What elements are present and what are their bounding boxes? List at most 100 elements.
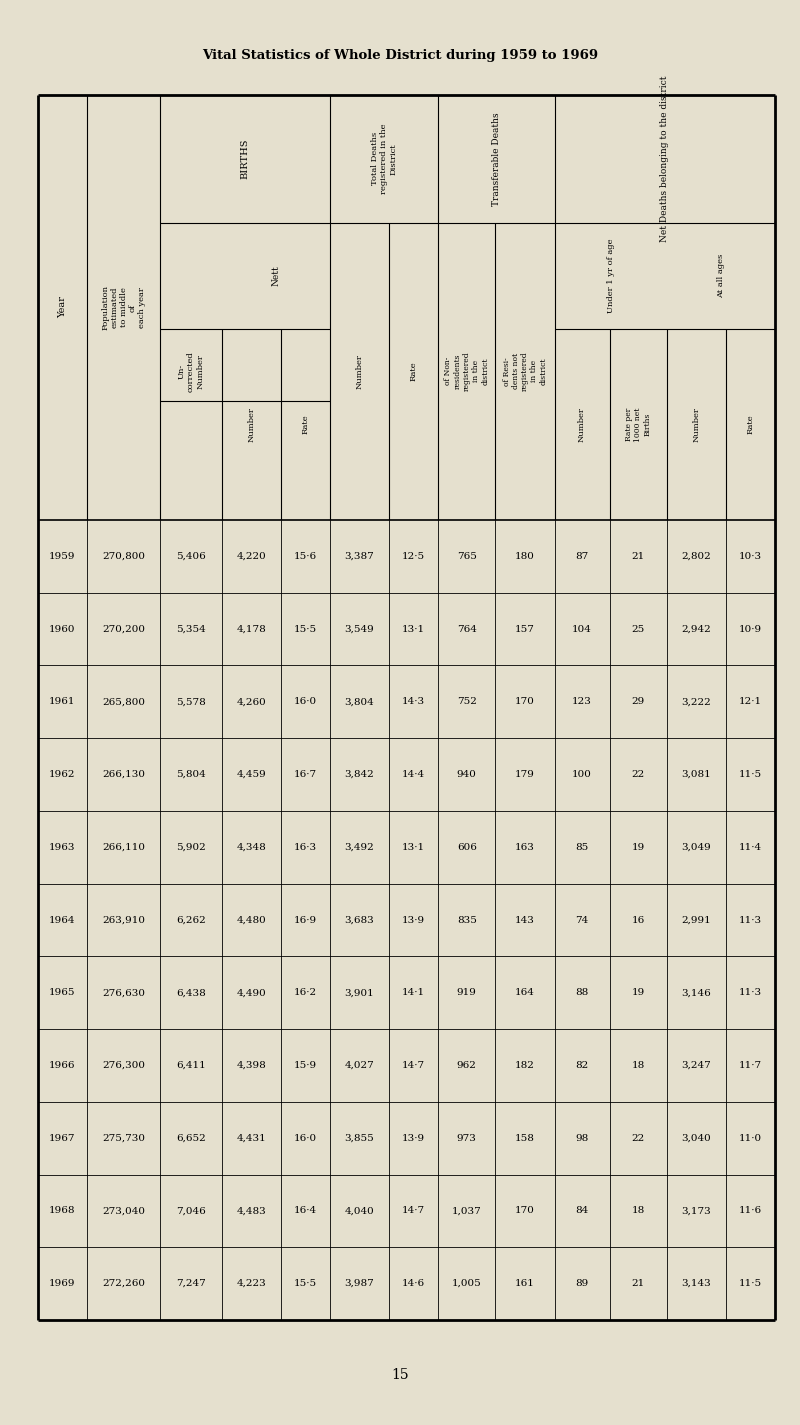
Text: 3,222: 3,222 (682, 697, 711, 707)
Text: 4,027: 4,027 (345, 1062, 374, 1070)
Text: 11·5: 11·5 (739, 1280, 762, 1288)
Text: 3,040: 3,040 (682, 1134, 711, 1143)
Text: 161: 161 (515, 1280, 535, 1288)
Text: Population
estimated
to middle
of
each year: Population estimated to middle of each y… (102, 285, 146, 331)
Text: 12·5: 12·5 (402, 551, 426, 561)
Text: 276,300: 276,300 (102, 1062, 146, 1070)
Text: Number: Number (247, 408, 255, 442)
Text: 1,005: 1,005 (452, 1280, 482, 1288)
Text: 4,040: 4,040 (345, 1207, 374, 1216)
Text: 11·3: 11·3 (739, 915, 762, 925)
Text: 2,991: 2,991 (682, 915, 711, 925)
Text: 179: 179 (515, 770, 535, 779)
Text: of Resi-
dents not
registered
in the
district: of Resi- dents not registered in the dis… (502, 352, 547, 390)
Text: 6,411: 6,411 (176, 1062, 206, 1070)
Text: 12·1: 12·1 (739, 697, 762, 707)
Text: 15·9: 15·9 (294, 1062, 317, 1070)
Text: 13·9: 13·9 (402, 915, 426, 925)
Text: 962: 962 (457, 1062, 477, 1070)
Text: 3,901: 3,901 (345, 988, 374, 998)
Text: 5,902: 5,902 (176, 842, 206, 852)
Text: 1965: 1965 (50, 988, 76, 998)
Text: Year: Year (58, 296, 67, 318)
Text: 3,855: 3,855 (345, 1134, 374, 1143)
Text: 6,438: 6,438 (176, 988, 206, 998)
Text: Un-
corrected
Number: Un- corrected Number (178, 351, 204, 392)
Text: 11·3: 11·3 (739, 988, 762, 998)
Text: 3,987: 3,987 (345, 1280, 374, 1288)
Text: 74: 74 (575, 915, 589, 925)
Text: 4,480: 4,480 (237, 915, 266, 925)
Text: 29: 29 (631, 697, 645, 707)
Text: 270,200: 270,200 (102, 624, 146, 634)
Text: 164: 164 (515, 988, 535, 998)
Text: 4,398: 4,398 (237, 1062, 266, 1070)
Text: 752: 752 (457, 697, 477, 707)
Text: 182: 182 (515, 1062, 535, 1070)
Text: 4,490: 4,490 (237, 988, 266, 998)
Text: 835: 835 (457, 915, 477, 925)
Text: Net Deaths belonging to the district: Net Deaths belonging to the district (660, 76, 670, 242)
Text: 82: 82 (575, 1062, 589, 1070)
Text: Under 1 yr of age: Under 1 yr of age (606, 238, 614, 314)
Text: 7,247: 7,247 (176, 1280, 206, 1288)
Text: 143: 143 (515, 915, 535, 925)
Text: Rate per
1000 net
Births: Rate per 1000 net Births (625, 408, 651, 442)
Text: 1962: 1962 (50, 770, 76, 779)
Text: 16·3: 16·3 (294, 842, 317, 852)
Text: 940: 940 (457, 770, 477, 779)
Text: 764: 764 (457, 624, 477, 634)
Text: 25: 25 (631, 624, 645, 634)
Text: 2,802: 2,802 (682, 551, 711, 561)
Text: Number: Number (578, 408, 586, 442)
Text: 11·4: 11·4 (739, 842, 762, 852)
Text: 6,652: 6,652 (176, 1134, 206, 1143)
Text: 270,800: 270,800 (102, 551, 146, 561)
Text: 2,942: 2,942 (682, 624, 711, 634)
Text: 14·6: 14·6 (402, 1280, 426, 1288)
Text: 87: 87 (575, 551, 589, 561)
Text: of Non-
residents
registered
in the
district: of Non- residents registered in the dist… (444, 352, 489, 390)
Text: 21: 21 (631, 1280, 645, 1288)
Text: 3,549: 3,549 (345, 624, 374, 634)
Text: 1,037: 1,037 (452, 1207, 482, 1216)
Text: 3,173: 3,173 (682, 1207, 711, 1216)
Text: 16·9: 16·9 (294, 915, 317, 925)
Text: 84: 84 (575, 1207, 589, 1216)
Text: 85: 85 (575, 842, 589, 852)
Text: 4,431: 4,431 (237, 1134, 266, 1143)
Text: 4,459: 4,459 (237, 770, 266, 779)
Text: 1959: 1959 (50, 551, 76, 561)
Text: 13·1: 13·1 (402, 624, 426, 634)
Text: 14·7: 14·7 (402, 1062, 426, 1070)
Text: 14·3: 14·3 (402, 697, 426, 707)
Text: 104: 104 (572, 624, 592, 634)
Text: 3,804: 3,804 (345, 697, 374, 707)
Text: 14·7: 14·7 (402, 1207, 426, 1216)
Text: 1964: 1964 (50, 915, 76, 925)
Text: 5,578: 5,578 (176, 697, 206, 707)
Text: 5,804: 5,804 (176, 770, 206, 779)
Text: 3,049: 3,049 (682, 842, 711, 852)
Text: 15·5: 15·5 (294, 1280, 317, 1288)
Text: 22: 22 (631, 770, 645, 779)
Text: 7,046: 7,046 (176, 1207, 206, 1216)
Text: 266,110: 266,110 (102, 842, 146, 852)
Text: 1968: 1968 (50, 1207, 76, 1216)
Text: 1963: 1963 (50, 842, 76, 852)
Text: 265,800: 265,800 (102, 697, 146, 707)
Text: 180: 180 (515, 551, 535, 561)
Text: 11·7: 11·7 (739, 1062, 762, 1070)
Text: 13·9: 13·9 (402, 1134, 426, 1143)
Text: 89: 89 (575, 1280, 589, 1288)
Text: 3,143: 3,143 (682, 1280, 711, 1288)
Text: 10·9: 10·9 (739, 624, 762, 634)
Text: 16·0: 16·0 (294, 697, 317, 707)
Text: 123: 123 (572, 697, 592, 707)
Text: 11·6: 11·6 (739, 1207, 762, 1216)
Text: 3,683: 3,683 (345, 915, 374, 925)
Text: 163: 163 (515, 842, 535, 852)
Text: BIRTHS: BIRTHS (241, 138, 250, 180)
Text: 11·5: 11·5 (739, 770, 762, 779)
Text: 272,260: 272,260 (102, 1280, 146, 1288)
